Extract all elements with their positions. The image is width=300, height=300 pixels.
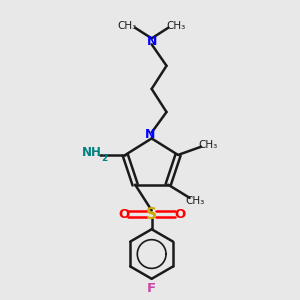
Text: CH₃: CH₃: [185, 196, 204, 206]
Text: NH: NH: [82, 146, 102, 159]
Text: N: N: [145, 128, 155, 141]
Text: CH₃: CH₃: [198, 140, 218, 150]
Text: CH₃: CH₃: [117, 21, 136, 31]
Text: O: O: [174, 208, 185, 221]
Text: N: N: [146, 34, 157, 47]
Text: S: S: [146, 207, 157, 222]
Text: 2: 2: [101, 154, 108, 163]
Text: O: O: [118, 208, 129, 221]
Text: CH₃: CH₃: [167, 21, 186, 31]
Text: F: F: [147, 281, 156, 295]
